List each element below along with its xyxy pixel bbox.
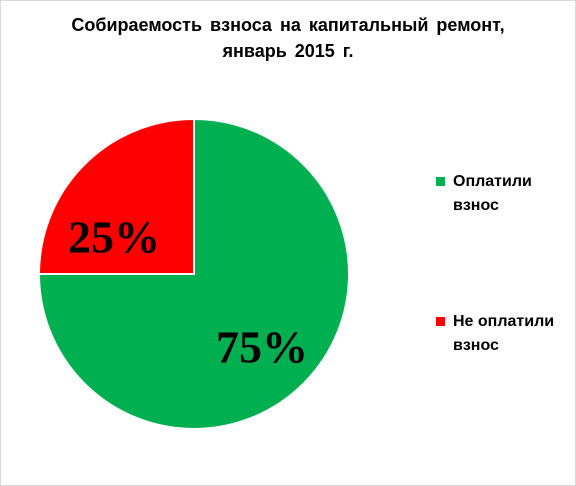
legend-item-unpaid: Не оплатили взнос — [436, 310, 576, 358]
chart-title-line-2: январь 2015 г. — [222, 41, 354, 61]
data-label-paid: 75% — [216, 322, 308, 373]
chart-title: Собираемость взноса на капитальный ремон… — [0, 12, 576, 64]
data-label-unpaid: 25% — [68, 212, 160, 263]
pie-slice-paid — [37, 117, 350, 430]
legend-item-paid: Оплатили взнос — [436, 170, 576, 218]
legend: Оплатили взнос Не оплатили взнос — [436, 170, 576, 358]
pie-slice-unpaid — [37, 117, 195, 275]
legend-swatch-unpaid — [436, 317, 445, 326]
legend-label-unpaid: Не оплатили взнос — [453, 313, 555, 354]
legend-swatch-paid — [436, 177, 445, 186]
legend-label-paid: Оплатили взнос — [453, 173, 532, 214]
chart-title-line-1: Собираемость взноса на капитальный ремон… — [71, 15, 505, 35]
